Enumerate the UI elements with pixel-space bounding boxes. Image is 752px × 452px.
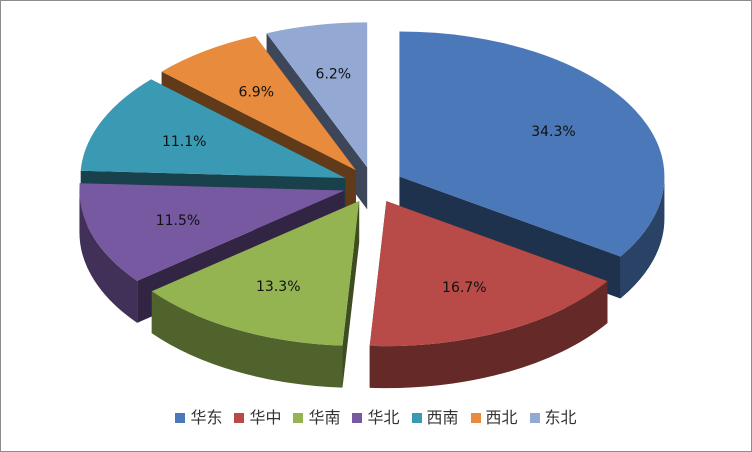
pie-slice-wall-2-0: [342, 200, 360, 388]
legend-label-3: 华北: [367, 408, 400, 427]
pie-slice-2: [151, 200, 360, 388]
pie-slice-top-5: [161, 36, 356, 171]
legend-swatch-0: [175, 413, 186, 423]
pie-slice-top-6: [266, 22, 368, 168]
pie-slice-top-0: [399, 31, 665, 257]
legend-item-2: 华南: [293, 404, 340, 428]
legend-swatch-1: [234, 413, 245, 423]
pie-slice-top-3: [79, 183, 345, 281]
legend-item-6: 东北: [529, 404, 577, 428]
data-label-1: 16.7%: [442, 280, 486, 296]
data-label-2: 13.3%: [256, 279, 300, 295]
legend-label-6: 东北: [544, 408, 577, 427]
pie-slice-side-2-0: [151, 291, 343, 388]
legend-label-1: 华中: [249, 408, 282, 427]
data-label-6: 6.2%: [316, 66, 352, 82]
legend-item-4: 西南: [411, 404, 459, 428]
pie-slice-side-1-0: [369, 281, 608, 389]
data-label-0: 34.3%: [531, 124, 575, 140]
legend-label-4: 西南: [426, 408, 459, 427]
pie-chart: 34.3% 16.7% 13.3% 11.5% 11.1% 6.9% 6.2%: [79, 22, 665, 389]
pie-slice-top-1: [369, 201, 608, 347]
legend-item-5: 西北: [470, 404, 518, 428]
legend-label-2: 华南: [308, 408, 341, 427]
legend-swatch-3: [352, 413, 363, 423]
data-label-4: 11.1%: [162, 134, 206, 150]
data-label-5: 6.9%: [238, 85, 274, 101]
legend-swatch-6: [529, 413, 540, 423]
data-label-3: 11.5%: [156, 213, 200, 229]
legend-item-0: 华东: [175, 404, 222, 428]
legend-swatch-4: [411, 413, 422, 423]
pie-slice-top-2: [151, 200, 360, 346]
legend-swatch-2: [293, 413, 304, 423]
legend-label-5: 西北: [485, 408, 518, 427]
pie-slice-side-3-0: [79, 190, 138, 323]
legend-swatch-5: [470, 413, 481, 423]
legend-label-0: 华东: [190, 408, 223, 427]
pie-slice-side-0-0: [620, 176, 665, 299]
pie-slice-top-4: [80, 79, 346, 179]
legend-item-1: 华中: [234, 404, 281, 428]
chart-legend: 华东 华中 华南 华北 西南 西北 东北: [0, 404, 752, 428]
pie-slice-1: [369, 201, 608, 389]
legend-item-3: 华北: [352, 404, 400, 428]
